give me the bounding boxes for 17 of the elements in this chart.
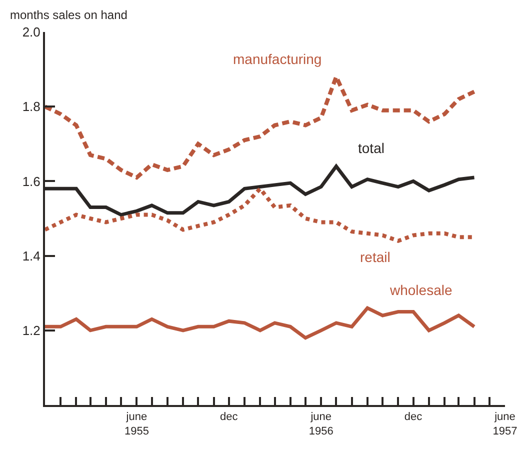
y-tick-label: 2.0	[22, 24, 40, 40]
x-tick-label: dec	[220, 411, 238, 424]
y-tick-label: 1.6	[22, 174, 40, 189]
y-tick-label: 1.2	[22, 322, 40, 338]
x-tick-label: june 1955	[124, 411, 149, 438]
x-tick-label: dec	[404, 411, 423, 424]
x-tick-label: june 1956	[308, 411, 334, 438]
series-label: total	[358, 140, 384, 156]
series-label: retail	[360, 249, 390, 265]
series-label: wholesale	[389, 282, 452, 298]
line-series	[45, 74, 476, 180]
line-series	[45, 306, 476, 340]
series-label: manufacturing	[233, 51, 322, 67]
y-axis-title: months sales on hand	[10, 8, 128, 22]
y-tick-label: 1.4	[22, 248, 40, 264]
y-tick-label: 1.8	[22, 99, 40, 114]
x-tick-label: june 1957	[492, 411, 518, 438]
